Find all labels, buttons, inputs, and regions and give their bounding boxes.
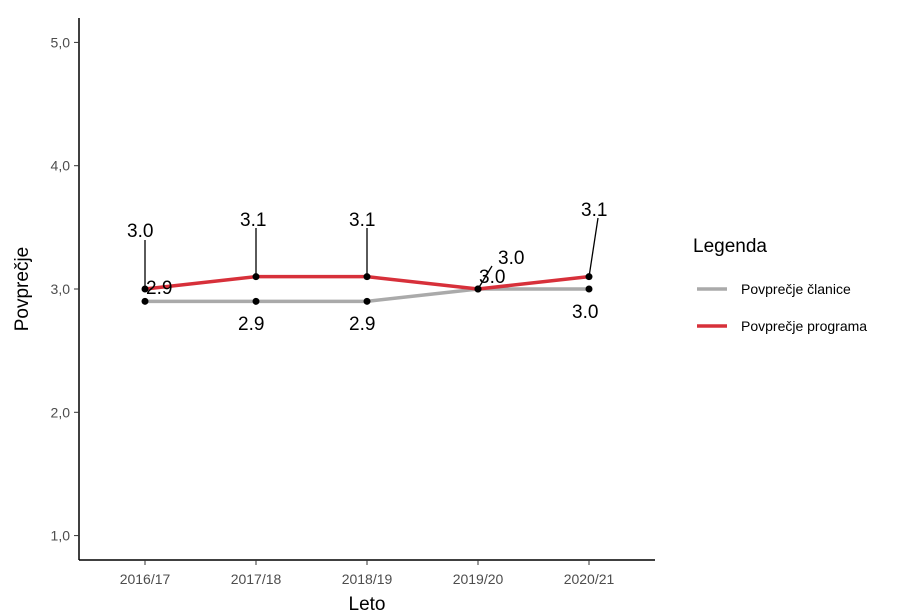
data-point — [585, 273, 593, 281]
legend: Legenda Povprečje članice Povprečje prog… — [693, 236, 867, 334]
data-label: 2.9 — [238, 314, 264, 335]
x-axis-ticks: 2016/17 2017/18 2018/19 2019/20 2020/21 — [120, 560, 615, 587]
x-tick-label: 2018/19 — [342, 571, 393, 587]
y-tick-label: 2,0 — [51, 404, 71, 420]
y-tick-label: 5,0 — [51, 34, 71, 50]
legend-title: Legenda — [693, 236, 767, 257]
x-axis-title: Leto — [349, 594, 386, 615]
data-label: 3.0 — [127, 221, 153, 242]
data-point — [141, 297, 149, 305]
label-leader-line — [477, 265, 493, 290]
legend-label-programa: Povprečje programa — [741, 318, 867, 334]
data-label: 3.1 — [349, 210, 375, 231]
data-point — [252, 273, 260, 281]
y-tick-label: 4,0 — [51, 158, 71, 174]
y-tick-label: 3,0 — [51, 281, 71, 297]
data-point — [585, 285, 593, 293]
legend-label-clanice: Povprečje članice — [741, 281, 851, 297]
y-tick-label: 1,0 — [51, 528, 71, 544]
data-point — [252, 297, 260, 305]
data-label: 3.0 — [572, 302, 598, 323]
x-tick-label: 2019/20 — [453, 571, 504, 587]
data-label: 2.9 — [349, 314, 375, 335]
y-axis-ticks: 1,0 2,0 3,0 4,0 5,0 — [51, 34, 79, 544]
data-point — [474, 285, 482, 293]
data-label: 3.0 — [498, 248, 524, 269]
data-point — [363, 297, 371, 305]
x-tick-label: 2020/21 — [564, 571, 615, 587]
x-tick-label: 2016/17 — [120, 571, 171, 587]
y-axis-title: Povprečje — [12, 247, 33, 332]
plot-area: 2.92.9 2.93.03.03.03.1 3.13.03.1 — [127, 200, 607, 335]
data-label: 3.1 — [581, 200, 607, 221]
data-point — [141, 285, 149, 293]
data-point — [363, 273, 371, 281]
data-label: 3.0 — [479, 267, 505, 288]
label-leader-line — [588, 217, 599, 278]
x-tick-label: 2017/18 — [231, 571, 282, 587]
data-label: 3.1 — [240, 210, 266, 231]
data-label: 2.9 — [146, 278, 172, 299]
